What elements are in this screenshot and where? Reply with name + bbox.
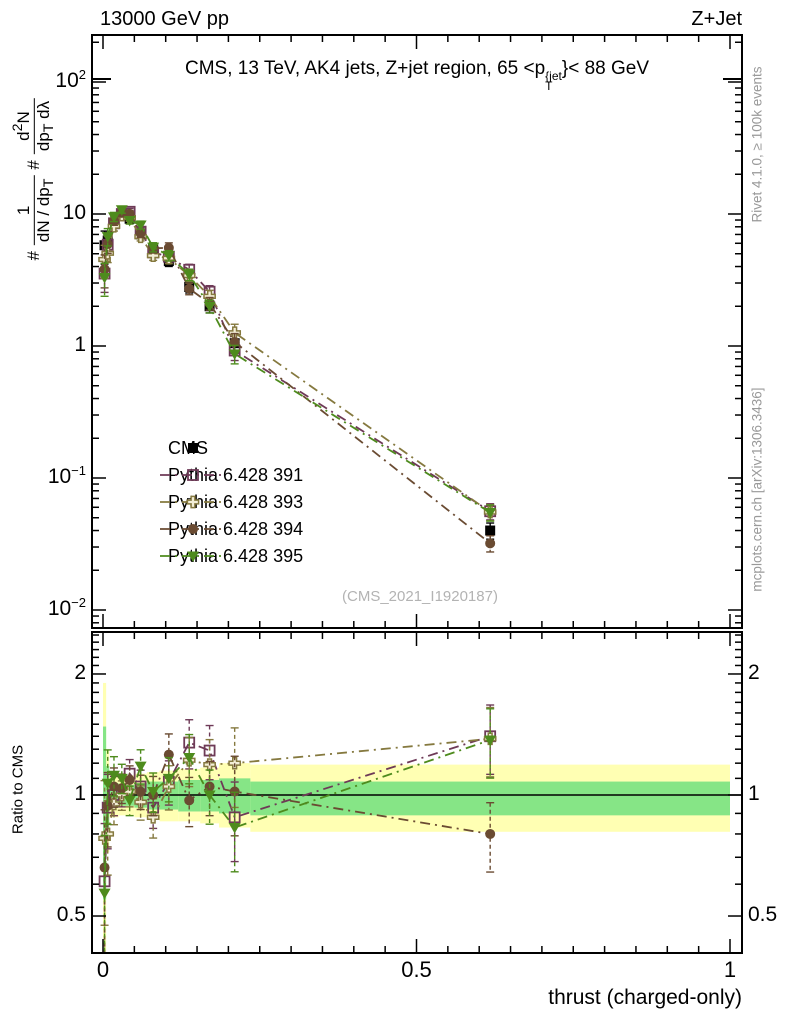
title-suffix: }< 88 GeV [561,58,649,79]
x-tick-label: 1 [723,957,737,982]
mcplots-credit-text: mcplots.cern.ch [arXiv:1306.3436] [749,387,765,592]
series-ratio-6428395 [98,708,497,952]
legend-item-pythia-6-428-394: Pythia 6.428 394 [158,517,303,541]
series-ratio-6428391 [98,704,497,952]
header-beam-energy: 13000 GeV pp [100,8,229,30]
legend-marker-square-open [160,469,226,481]
yfrac-2: d2N dpT dλ [10,97,57,155]
legend-label: Pythia 6.428 391 [168,464,304,485]
x-axis-label: thrust (charged-only) [548,986,742,1009]
legend-label: Pythia 6.428 394 [168,518,304,539]
main-y-tick-label: 10 [62,201,86,224]
axis-ticks [92,35,742,953]
legend-item-cms: CMS [158,436,208,460]
series-main-6428395 [98,205,497,522]
ratio-y-tick-label-left: 0.5 [56,903,86,926]
legend-item-pythia-6-428-391: Pythia 6.428 391 [158,463,303,487]
title-pt-stack: {jet T [545,69,562,93]
ratio-y-tick-label-right: 1 [748,782,760,805]
title-prefix: CMS, 13 TeV, AK4 jets, Z+jet region, 65 … [184,58,546,79]
legend-marker-circle-filled [160,524,226,534]
legend-label: Pythia 6.428 393 [168,491,304,512]
legend-item-pythia-6-428-395: Pythia 6.428 395 [158,544,303,568]
ratio-y-tick-label-left: 2 [74,660,86,684]
ratio-y-tick-label-left: 1 [74,782,86,805]
ratio-series-layer [98,704,497,952]
rivet-version-text: Rivet 4.1.0, ≥ 100k events [749,66,765,223]
ratio-y-tick-label-right: 2 [748,660,760,684]
main-y-tick-label: 1 [74,333,86,356]
main-y-tick-label: 102 [55,67,86,92]
header-process: Z+Jet [691,8,742,30]
ratio-y-tick-label-right: 0.5 [748,903,778,926]
legend-label: Pythia 6.428 395 [168,545,304,566]
x-tick-label: 0.5 [401,957,432,982]
legend-marker-triangle-down-filled [160,551,226,562]
analysis-id-watermark: (CMS_2021_I1920187) [342,588,498,605]
legend-item-pythia-6-428-393: Pythia 6.428 393 [158,490,303,514]
legend-marker-cross-open [160,495,226,509]
x-tick-label: 0 [96,957,110,982]
legend-marker-square-filled [188,443,198,453]
main-series-layer [98,205,497,553]
main-panel-title: CMS, 13 TeV, AK4 jets, Z+jet region, 65 … [92,58,742,93]
main-y-tick-label: 10−1 [47,463,86,488]
ratio-uncertainty-bands [103,682,730,952]
main-y-tick-label: 10−2 [47,595,86,620]
